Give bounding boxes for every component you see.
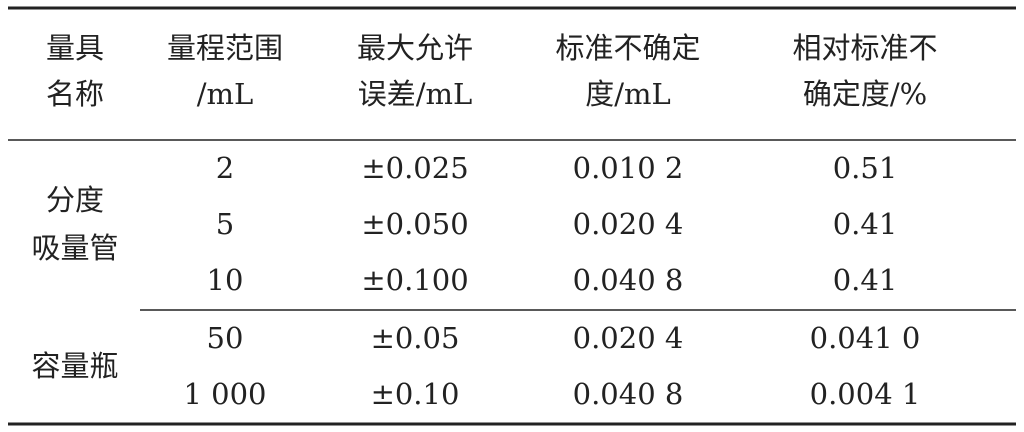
- group-label: 容量瓶: [31, 349, 118, 383]
- cell: 0.004 1: [810, 377, 921, 411]
- header-cell: 标准不确定: [555, 31, 700, 65]
- cell: 1 000: [183, 377, 266, 411]
- cell: 2: [216, 151, 234, 185]
- header-cell: 相对标准不: [792, 31, 937, 65]
- cell: ±0.025: [361, 151, 468, 185]
- cell: 0.41: [833, 263, 898, 297]
- header-cell: 量具: [46, 31, 104, 65]
- header-cell: /mL: [197, 77, 254, 111]
- cell: 0.020 4: [573, 321, 684, 355]
- cell: ±0.05: [371, 321, 460, 355]
- header-cell: 名称: [46, 77, 104, 111]
- cell: 0.041 0: [810, 321, 921, 355]
- header-cell: 最大允许: [357, 31, 473, 65]
- cell: 0.040 8: [573, 263, 684, 297]
- cell: 0.020 4: [573, 207, 684, 241]
- cell: ±0.100: [361, 263, 468, 297]
- header-cell: 量程范围: [167, 31, 283, 65]
- cell: ±0.050: [361, 207, 468, 241]
- cell: 0.010 2: [573, 151, 684, 185]
- cell: 0.51: [833, 151, 898, 185]
- cell: 0.41: [833, 207, 898, 241]
- header-cell: 确定度/%: [803, 77, 927, 111]
- cell: 5: [216, 207, 234, 241]
- header-cell: 误差/mL: [358, 77, 473, 111]
- group-label: 分度: [46, 183, 104, 217]
- group-label: 吸量管: [31, 231, 118, 265]
- cell: 50: [207, 321, 244, 355]
- cell: 10: [207, 263, 244, 297]
- cell: 0.040 8: [573, 377, 684, 411]
- header-cell: 度/mL: [585, 77, 671, 111]
- cell: ±0.10: [371, 377, 460, 411]
